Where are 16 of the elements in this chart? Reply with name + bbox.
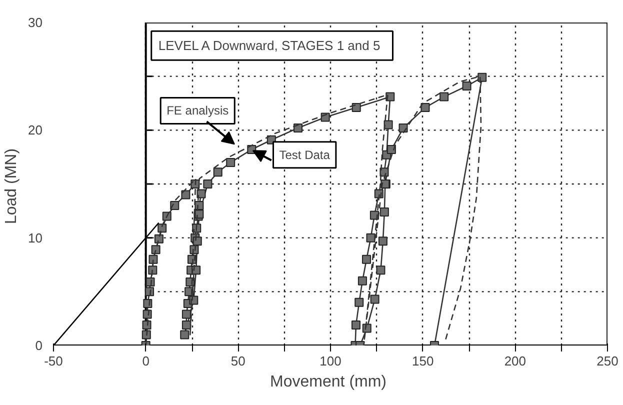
x-tick-label: -50 [44, 354, 63, 368]
y-tick-label: 0 [35, 338, 43, 353]
annotation: LEVEL A Downward, STAGES 1 and 5 [158, 38, 380, 54]
x-tick-label: 200 [504, 354, 526, 368]
x-tick-label: 0 [142, 354, 150, 368]
y-axis-title: Load (MN) [3, 148, 20, 224]
x-tick-label: 100 [320, 354, 342, 368]
y-tick-label: 20 [28, 122, 43, 138]
y-tick-label: 10 [28, 230, 43, 246]
x-tick-label: 150 [412, 354, 434, 368]
x-axis-title: Movement (mm) [270, 374, 387, 390]
y-tick-label: 30 [28, 15, 43, 30]
x-tick-label: 250 [596, 354, 618, 368]
series-label: Test Data [279, 148, 330, 162]
text: FE analysis [166, 104, 229, 118]
x-tick-label: 50 [230, 354, 246, 368]
